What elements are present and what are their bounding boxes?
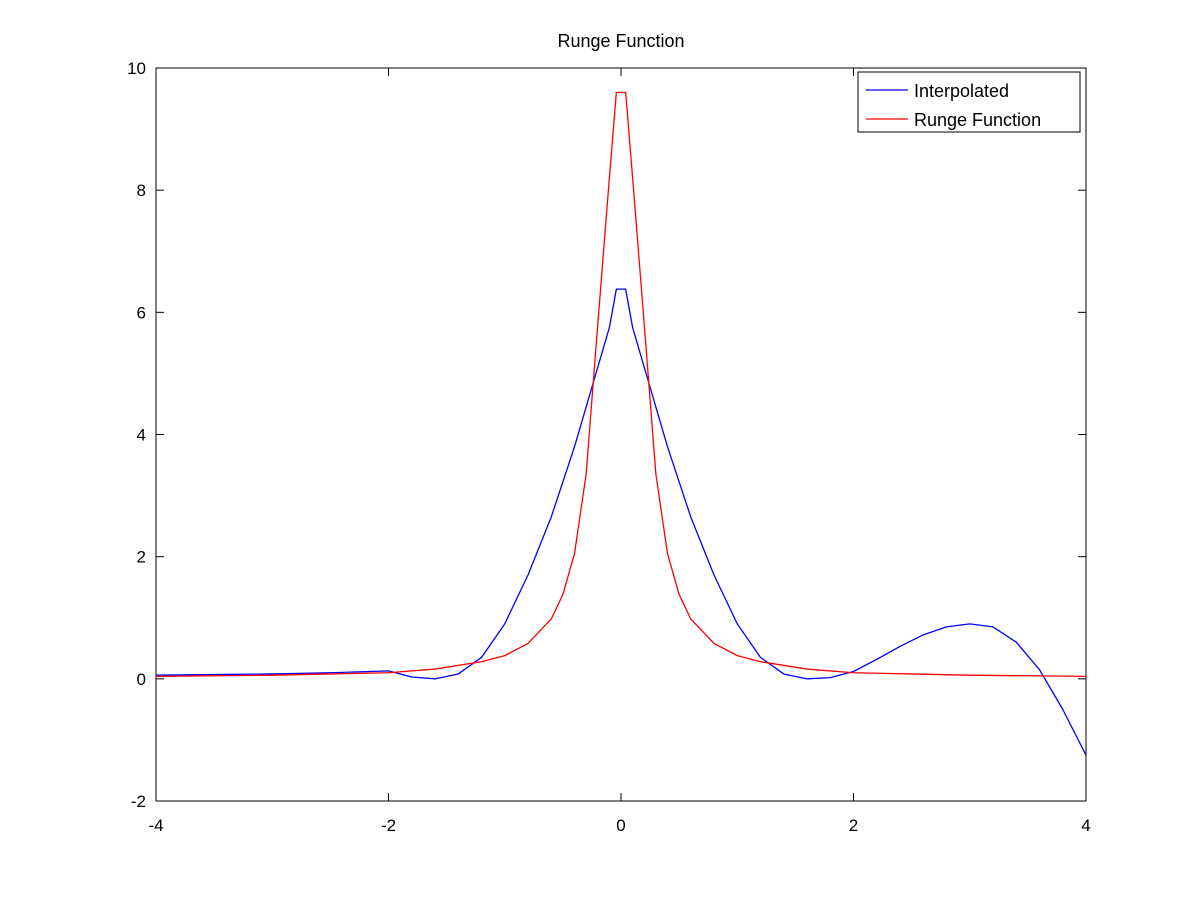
x-tick-label: 4 [1081,816,1090,835]
plot-area-frame [155,67,1087,802]
legend-box [857,71,1081,133]
series-line-interpolated [156,288,1086,756]
y-tick-label: 4 [137,426,146,445]
legend-label-interpolated: Interpolated [914,81,1009,101]
y-tick-label: -2 [131,792,146,811]
x-tick-label: 0 [616,816,625,835]
y-tick-label: 0 [137,670,146,689]
legend-label-runge: Runge Function [914,110,1041,130]
chart-title: Runge Function [557,31,684,51]
y-tick-label: 10 [127,59,146,78]
legend: Interpolated Runge Function [857,71,1081,133]
y-tick-label: 6 [137,303,146,322]
y-tick-label: 2 [137,548,146,567]
x-tick-label: -2 [381,816,396,835]
x-tick-label: -4 [148,816,163,835]
series-line-runge-function [156,91,1086,678]
y-tick-label: 8 [137,181,146,200]
series-layer [156,91,1086,756]
x-tick-label: 2 [849,816,858,835]
axis-ticks [155,67,1087,802]
